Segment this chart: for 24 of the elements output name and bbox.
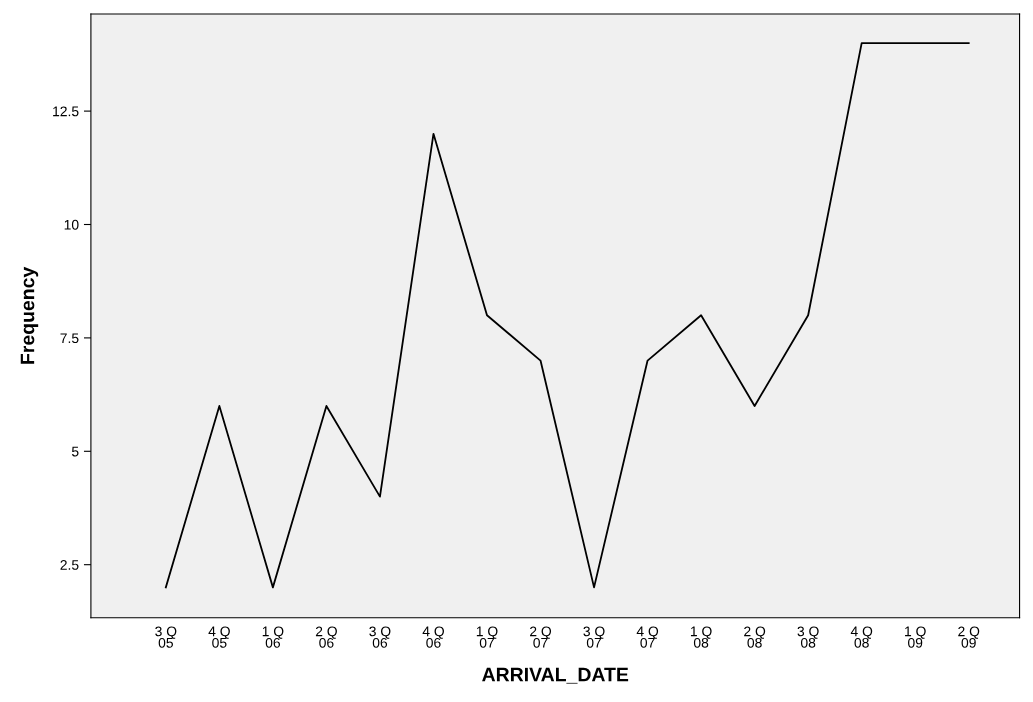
y-tick-label: 12.5 xyxy=(53,106,79,117)
x-tick-label: 2 Q 07 xyxy=(530,626,552,648)
y-tick-label: 2.5 xyxy=(60,560,79,570)
x-tick-label: 1 Q 07 xyxy=(476,626,498,648)
x-tick-label: 3 Q 08 xyxy=(797,626,819,648)
x-tick-label: 1 Q 08 xyxy=(690,626,712,648)
y-tick-label: 7.5 xyxy=(60,333,79,344)
x-tick-label: 4 Q 07 xyxy=(636,626,659,648)
y-tick-label: 5 xyxy=(71,446,79,457)
x-tick-label: 2 Q 09 xyxy=(958,626,980,648)
x-axis-title: ARRIVAL_DATE xyxy=(482,667,629,684)
y-tick-label: 10 xyxy=(64,219,79,230)
line-series xyxy=(164,42,970,589)
x-tick-label: 3 Q 06 xyxy=(369,626,391,648)
x-tick-label: 3 Q 05 xyxy=(155,626,177,648)
x-tick-label: 2 Q 08 xyxy=(744,626,766,648)
x-tick-label: 2 Q 06 xyxy=(315,626,337,648)
y-axis-title: Frequency xyxy=(20,266,39,364)
x-tick-label: 4 Q 06 xyxy=(422,626,444,648)
x-tick-label: 4 Q 05 xyxy=(208,626,230,648)
x-tick-label: 4 Q 08 xyxy=(850,626,873,648)
x-tick-label: 1 Q 06 xyxy=(262,626,284,648)
x-tick-label: 3 Q 07 xyxy=(583,626,605,648)
x-tick-label: 1 Q 09 xyxy=(905,626,926,648)
